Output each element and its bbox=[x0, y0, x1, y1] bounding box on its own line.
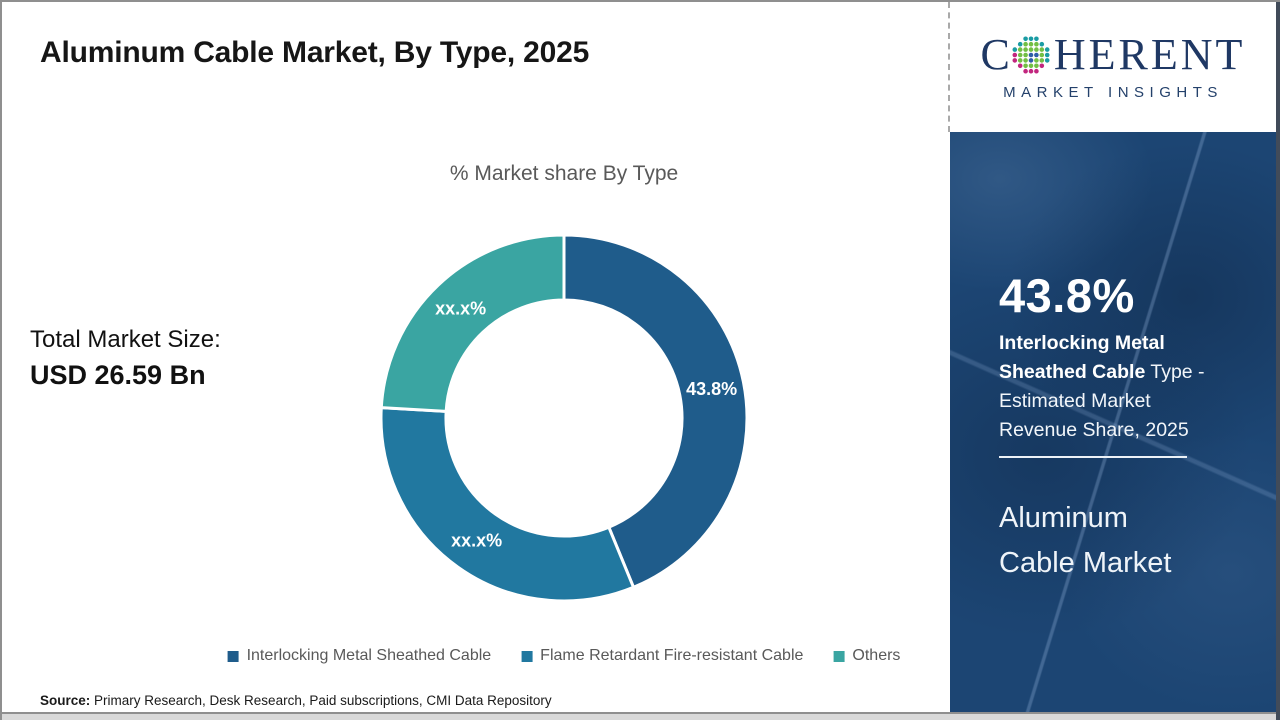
panel-divider bbox=[999, 456, 1187, 458]
source-line: Source: Primary Research, Desk Research,… bbox=[40, 693, 552, 708]
donut-segment-0 bbox=[562, 233, 749, 589]
brand-logo: C HERENT MARKET INSIGHTS bbox=[950, 2, 1276, 132]
donut-chart: 43.8% xx.x% xx.x% bbox=[379, 233, 749, 603]
chart-legend: Interlocking Metal Sheathed Cable Flame R… bbox=[227, 647, 900, 665]
page-title: Aluminum Cable Market, By Type, 2025 bbox=[40, 36, 590, 69]
logo-letter-c: C bbox=[980, 30, 1010, 79]
donut-segment-label-2: xx.x% bbox=[435, 299, 486, 319]
highlight-stat-description: Interlocking Metal Sheathed Cable Type -… bbox=[999, 329, 1227, 445]
legend-swatch-icon bbox=[833, 650, 845, 662]
donut-segment-2 bbox=[379, 233, 566, 413]
total-market-size: Total Market Size: USD 26.59 Bn bbox=[30, 326, 221, 391]
legend-label: Interlocking Metal Sheathed Cable bbox=[246, 647, 492, 664]
panel-market-name: Aluminum Cable Market bbox=[999, 502, 1172, 579]
legend-label: Others bbox=[852, 647, 901, 664]
legend-swatch-icon bbox=[521, 650, 533, 662]
highlight-stat-caption: Type - Estimated Market Revenue Share, 2… bbox=[999, 361, 1205, 441]
total-market-size-label: Total Market Size: bbox=[30, 326, 221, 353]
dashed-separator bbox=[948, 2, 950, 132]
logo-tagline: MARKET INSIGHTS bbox=[1003, 84, 1223, 101]
logo-wordmark: C HERENT bbox=[981, 33, 1246, 77]
legend-item-0: Interlocking Metal Sheathed Cable bbox=[227, 647, 492, 665]
donut-segment-label-1: xx.x% bbox=[451, 531, 502, 551]
legend-swatch-icon bbox=[227, 650, 239, 662]
source-text: Primary Research, Desk Research, Paid su… bbox=[90, 693, 552, 708]
logo-letters-rest: HERENT bbox=[1053, 30, 1246, 79]
highlight-stat-segment: Interlocking Metal Sheathed Cable bbox=[999, 332, 1165, 383]
chart-subtitle: % Market share By Type bbox=[449, 162, 679, 185]
donut-segment-label-0: 43.8% bbox=[686, 379, 737, 399]
legend-item-1: Flame Retardant Fire-resistant Cable bbox=[521, 647, 803, 665]
dotted-globe-icon bbox=[1012, 36, 1050, 74]
source-label: Source: bbox=[40, 693, 91, 708]
donut-segment-1 bbox=[379, 406, 635, 603]
legend-label: Flame Retardant Fire-resistant Cable bbox=[540, 647, 804, 664]
total-market-size-value: USD 26.59 Bn bbox=[30, 360, 206, 390]
right-border bbox=[1276, 2, 1280, 720]
legend-item-2: Others bbox=[833, 647, 900, 665]
highlight-stat-value: 43.8% bbox=[999, 269, 1135, 322]
highlight-panel: 43.8% Interlocking Metal Sheathed Cable … bbox=[950, 132, 1280, 720]
bottom-border bbox=[2, 712, 1280, 720]
